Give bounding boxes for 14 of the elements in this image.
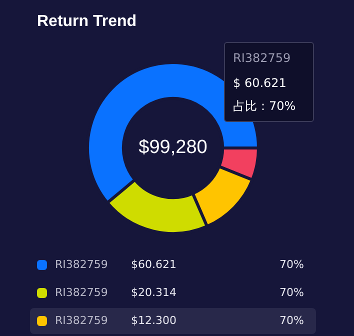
text: $ 60.621: [233, 76, 288, 90]
data-label: $60.621: [131, 258, 176, 271]
data-label: $12.300: [131, 314, 176, 327]
legend-label: RI382759: [55, 258, 108, 271]
text: 70%: [280, 286, 304, 299]
legend-label: RI382759: [55, 286, 108, 299]
data-label: $20.314: [131, 286, 176, 299]
legend-label: RI382759: [55, 314, 108, 327]
text: $99,280: [138, 137, 208, 158]
text: 70%: [280, 258, 304, 271]
chart-title: Return Trend: [37, 13, 137, 31]
text: 70%: [280, 314, 304, 327]
text: 占比：70%: [233, 98, 297, 115]
text: RI382759: [233, 51, 292, 65]
